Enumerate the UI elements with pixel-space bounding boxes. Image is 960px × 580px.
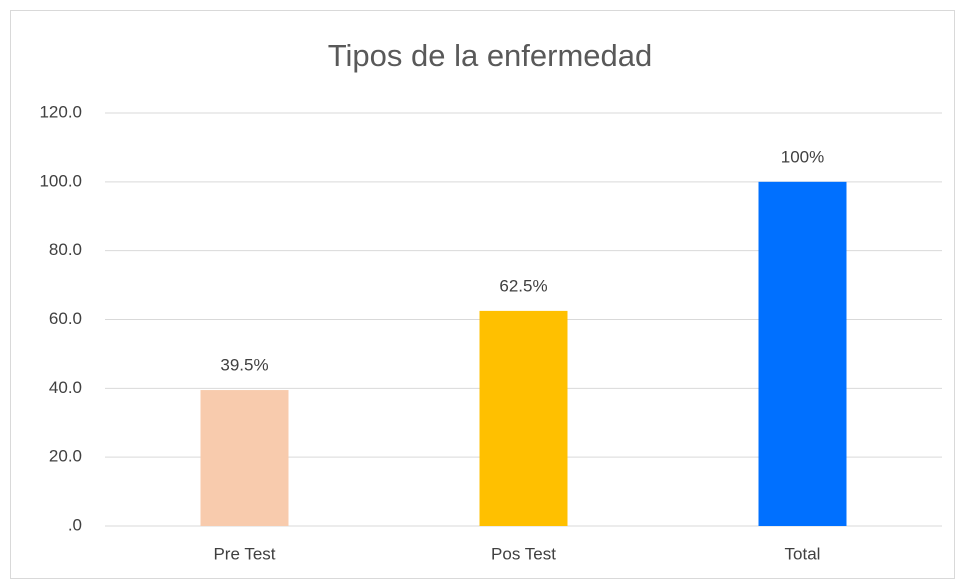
data-label: 100% [781,147,824,166]
y-tick-label: 20.0 [49,447,82,466]
y-tick-label: 80.0 [49,240,82,259]
y-tick-label: 100.0 [39,171,82,190]
bar [200,390,289,526]
y-tick-label: .0 [68,515,82,534]
y-tick-label: 40.0 [49,378,82,397]
data-label: 62.5% [499,276,547,295]
y-tick-label: 60.0 [49,309,82,328]
data-label: 39.5% [220,356,268,375]
y-tick-label: 120.0 [39,102,82,121]
x-tick-label: Pos Test [491,544,556,563]
x-tick-label: Pre Test [213,544,275,563]
chart-title: Tipos de la enfermedad [328,38,653,73]
x-tick-label: Total [785,544,821,563]
bar [758,181,847,527]
bar [479,310,568,526]
